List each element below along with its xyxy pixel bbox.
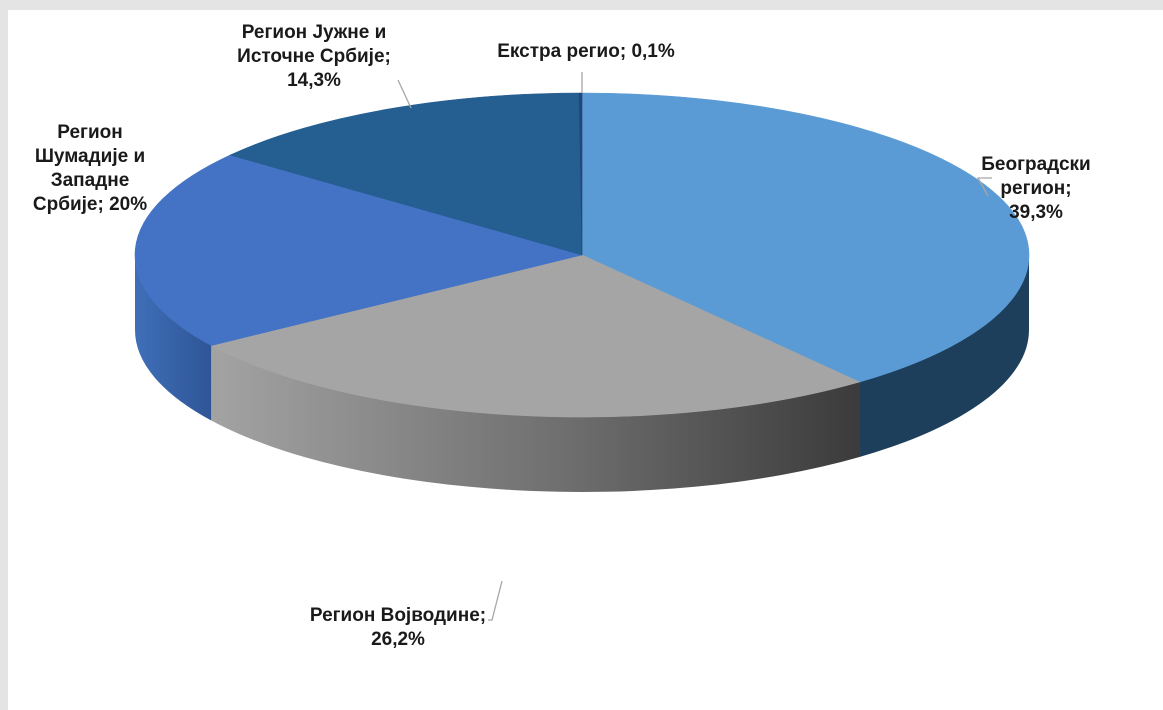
- data-label-line: Регион: [57, 122, 122, 143]
- data-label-line: Екстра регио; 0,1%: [497, 41, 675, 62]
- slice-регион-војводине: [210, 254, 861, 418]
- data-label-line: Западне: [51, 170, 130, 191]
- data-label-регион-шумадије-и-западне-србије: Регион Шумадије и Западне Србије; 20%: [33, 122, 147, 215]
- pie-side-group: [135, 255, 1029, 493]
- data-label-београдски-регион: Београдски регион; 39,3%: [981, 154, 1090, 223]
- slice-регион-шумадије-и-западне-србије: [134, 154, 584, 346]
- data-label-line: Београдски: [981, 154, 1090, 175]
- leader-line-регион-војводине: [488, 580, 503, 621]
- chart-frame: Београдски регион; 39,3% Регион Војводине; 2…: [8, 10, 1163, 710]
- data-label-line: Источне Србије;: [237, 46, 391, 67]
- slice-регион-јужне-и-источне-србије: [229, 92, 583, 256]
- pie-top-group: [134, 92, 1030, 418]
- slice-београдски-регион: [581, 92, 1030, 383]
- data-label-line: Шумадије и: [35, 146, 145, 167]
- data-label-line: 26,2%: [371, 629, 425, 650]
- data-label-екстра-регио: Екстра регио; 0,1%: [497, 41, 675, 62]
- leader-line-регион-јужне-и-источне-србије: [397, 79, 412, 109]
- data-label-line: Србије; 20%: [33, 194, 147, 215]
- data-label-line: 14,3%: [287, 70, 341, 91]
- data-label-регион-војводине: Регион Војводине; 26,2%: [310, 605, 486, 650]
- data-labels: Београдски регион; 39,3% Регион Војводине; 2…: [33, 22, 1091, 650]
- data-label-line: регион;: [1000, 178, 1071, 199]
- pie-chart: Београдски регион; 39,3% Регион Војводине; 2…: [33, 22, 1091, 650]
- data-label-line: Регион Војводине;: [310, 605, 486, 626]
- slice-side-регион-војводине: [211, 345, 860, 493]
- data-label-line: 39,3%: [1009, 202, 1063, 223]
- leader-lines: [397, 72, 992, 621]
- slice-side-регион-шумадије-и-западне-србије: [135, 255, 212, 421]
- data-label-line: Регион Јужне и: [242, 22, 387, 43]
- slice-side-београдски-регион: [859, 255, 1029, 457]
- data-label-регион-јужне-и-источне-србије: Регион Јужне и Источне Србије; 14,3%: [237, 22, 391, 91]
- leader-line-београдски-регион: [976, 177, 992, 197]
